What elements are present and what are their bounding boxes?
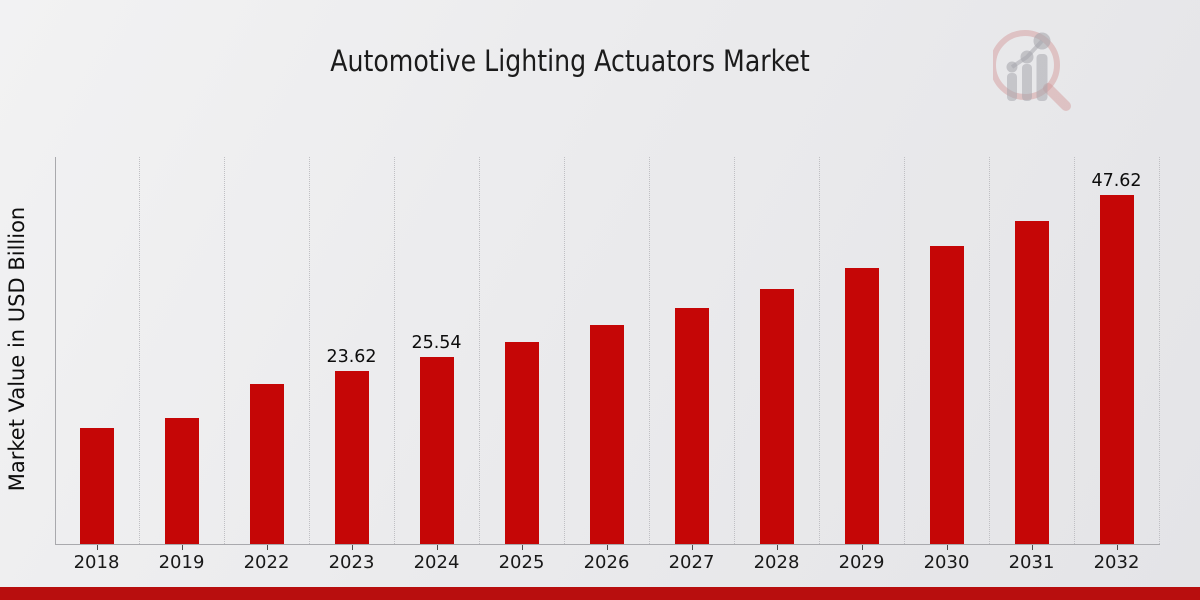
x-tick-label-2028: 2028 <box>753 552 800 573</box>
y-axis-spine <box>55 157 56 544</box>
x-tick-label-2024: 2024 <box>413 552 460 573</box>
x-axis-tick <box>266 545 268 550</box>
gridline <box>734 157 735 544</box>
gridline <box>649 157 650 544</box>
x-tick-label-2023: 2023 <box>328 552 375 573</box>
gridline <box>819 157 820 544</box>
bar-2031 <box>1014 221 1049 544</box>
bar-2027 <box>674 308 709 544</box>
x-axis-tick <box>436 545 438 550</box>
x-axis-tick <box>521 545 523 550</box>
gridline <box>224 157 225 544</box>
x-axis-tick <box>351 545 353 550</box>
x-tick-label-2025: 2025 <box>498 552 545 573</box>
bar-2022 <box>249 384 284 544</box>
x-axis-tick <box>691 545 693 550</box>
x-tick-label-2026: 2026 <box>583 552 630 573</box>
x-axis-tick <box>946 545 948 550</box>
x-axis-tick <box>776 545 778 550</box>
x-tick-label-2022: 2022 <box>243 552 290 573</box>
gridline <box>139 157 140 544</box>
bar-value-label-2023: 23.62 <box>326 347 377 367</box>
x-axis-tick <box>1031 545 1033 550</box>
bar-2018 <box>79 428 114 544</box>
gridline <box>1074 157 1075 544</box>
x-axis-tick <box>606 545 608 550</box>
bar-2029 <box>844 268 879 544</box>
bar-value-label-2024: 25.54 <box>411 333 462 353</box>
footer-accent-bar <box>0 587 1200 600</box>
x-axis-spine <box>55 544 1160 545</box>
x-tick-label-2018: 2018 <box>73 552 120 573</box>
gridline <box>904 157 905 544</box>
x-axis-tick <box>96 545 98 550</box>
bar-2023 <box>334 371 369 544</box>
x-tick-label-2030: 2030 <box>923 552 970 573</box>
x-tick-label-2019: 2019 <box>158 552 205 573</box>
gridline <box>479 157 480 544</box>
x-tick-label-2031: 2031 <box>1008 552 1055 573</box>
chart-title: Automotive Lighting Actuators Market <box>330 44 810 78</box>
gridline <box>1159 157 1160 544</box>
bar-2024 <box>419 357 454 544</box>
bar-2019 <box>164 418 199 544</box>
bar-2032 <box>1099 195 1134 544</box>
x-axis-tick <box>1116 545 1118 550</box>
bar-2026 <box>589 325 624 544</box>
x-axis-tick <box>181 545 183 550</box>
x-tick-label-2027: 2027 <box>668 552 715 573</box>
magnifier-bar-chart-logo-icon <box>993 30 1071 111</box>
gridline <box>564 157 565 544</box>
bar-2030 <box>929 246 964 544</box>
bar-2025 <box>504 342 539 544</box>
gridline <box>309 157 310 544</box>
gridline <box>394 157 395 544</box>
bar-value-label-2032: 47.62 <box>1091 171 1142 191</box>
x-axis-tick <box>861 545 863 550</box>
bar-2028 <box>759 289 794 544</box>
x-tick-label-2029: 2029 <box>838 552 885 573</box>
x-tick-label-2032: 2032 <box>1093 552 1140 573</box>
gridline <box>989 157 990 544</box>
